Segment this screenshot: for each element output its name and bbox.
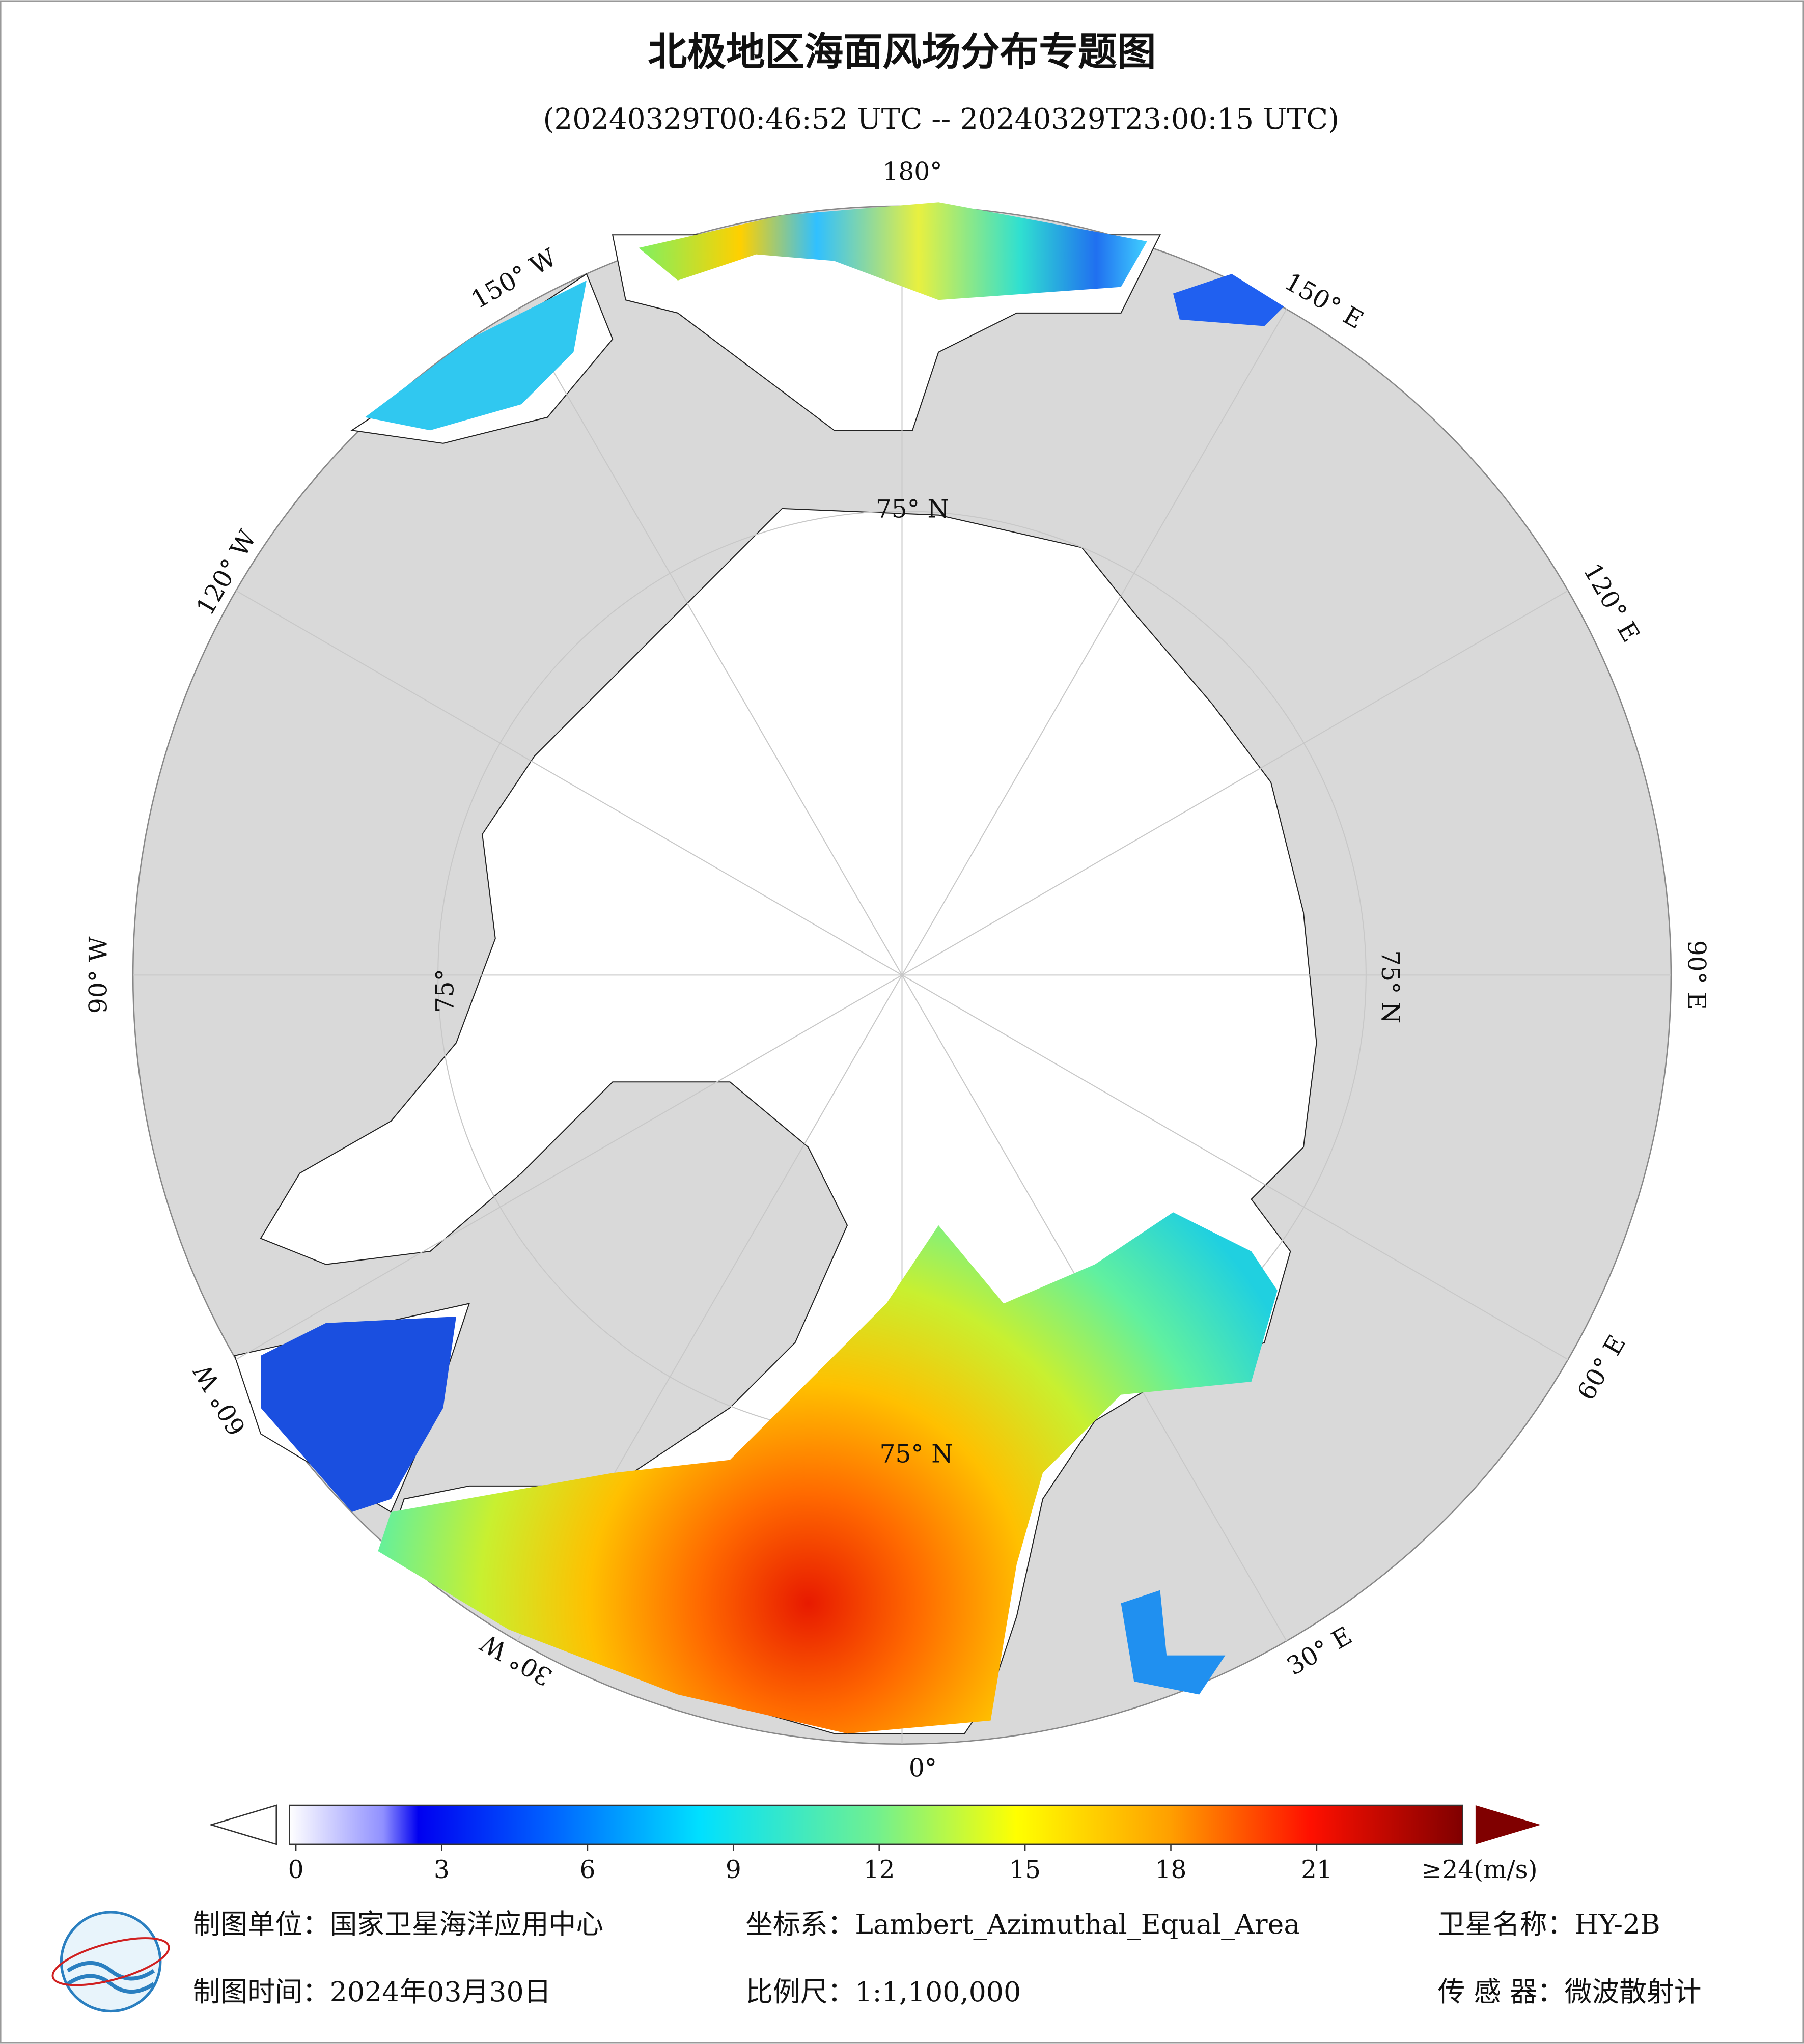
meridian — [235, 590, 903, 976]
meridian — [517, 309, 903, 975]
colorbar-tick-label: 3 — [434, 1856, 450, 1884]
lat-label: 75° — [431, 969, 460, 1013]
colorbar-bar — [289, 1804, 1463, 1845]
footer-sensor: 传 感 器：微波散射计 — [1438, 1976, 1702, 2008]
wind-swath — [365, 280, 587, 431]
colorbar-tick-label: 12 — [864, 1856, 895, 1884]
lon-label: 0° — [909, 1754, 937, 1782]
map: 180° 150° E 120° E 90° E 60° E 30° E 0° … — [85, 157, 1711, 1782]
lon-label: 90° E — [1682, 940, 1710, 1010]
footer-unit: 制图单位：国家卫星海洋应用中心 — [193, 1908, 603, 1940]
wind-swath — [639, 202, 1147, 300]
meridian — [901, 590, 1569, 976]
title: 北极地区海面风场分布专题图 — [648, 29, 1156, 75]
wind-swath — [378, 1212, 1278, 1734]
colorbar-tick-label: 0 — [288, 1856, 304, 1884]
lat-label: 75° N — [876, 495, 949, 523]
subtitle: (20240329T00:46:52 UTC -- 20240329T23:00… — [543, 103, 1340, 136]
lon-label: 90° W — [85, 937, 113, 1014]
footer-scale: 比例尺：1:1,100,000 — [745, 1976, 1021, 2008]
colorbar-tick-label: 9 — [726, 1856, 741, 1884]
wind-swath — [1173, 274, 1284, 326]
colorbar-max-arrow — [1475, 1805, 1541, 1844]
colorbar-max-label: ≥24(m/s) — [1422, 1856, 1538, 1884]
footer-projection: 坐标系：Lambert_Azimuthal_Equal_Area — [745, 1908, 1300, 1940]
colorbar-tick-label: 6 — [579, 1856, 595, 1884]
meridian — [901, 309, 1287, 975]
meridian — [901, 974, 1569, 1360]
wind-swath — [260, 1317, 456, 1513]
lat-label: 75° N — [880, 1440, 953, 1468]
colorbar-tick-label: 21 — [1301, 1856, 1333, 1884]
lat-label: 75° N — [1376, 950, 1404, 1023]
wind-swath — [1121, 1590, 1226, 1695]
footer-date: 制图时间：2024年03月30日 — [193, 1976, 551, 2008]
colorbar-tick-label: 15 — [1009, 1856, 1041, 1884]
lon-label: 180° — [882, 157, 942, 186]
footer-satellite: 卫星名称：HY-2B — [1438, 1908, 1660, 1940]
colorbar-tick-label: 18 — [1155, 1856, 1187, 1884]
colorbar: ≥24(m/s) 0 3 6 9 12 15 18 21 — [209, 1804, 1541, 1884]
colorbar-min-arrow — [209, 1804, 277, 1845]
meridian — [235, 974, 903, 1360]
logo — [51, 1911, 170, 2013]
